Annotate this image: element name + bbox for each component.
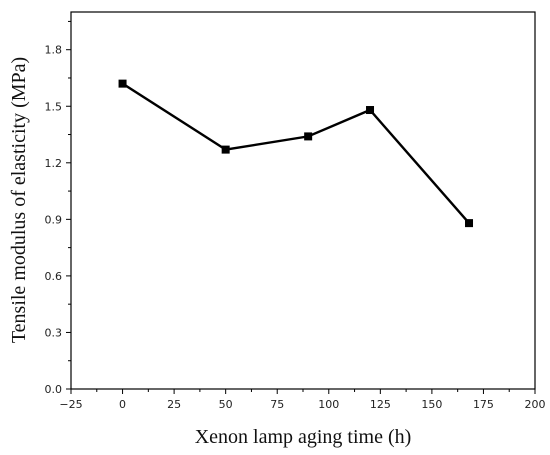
x-tick-label: 200: [525, 398, 546, 411]
y-tick-label: 1.2: [45, 157, 63, 170]
x-tick-label: 125: [370, 398, 391, 411]
series-layer: [118, 79, 474, 228]
y-axis-title: Tensile modulus of elasticity (MPa): [8, 57, 30, 343]
series-line: [121, 82, 470, 224]
y-tick-label: 1.8: [45, 44, 63, 57]
x-tick-label: 0: [119, 398, 126, 411]
y-axis-ticks: 0.0 0.3 0.6 0.9 1.2 1.5 1.8: [45, 20, 71, 396]
x-tick-label: 175: [473, 398, 494, 411]
x-axis-title: Xenon lamp aging time (h): [195, 426, 412, 448]
y-tick-label: 0.9: [45, 213, 63, 226]
data-point-marker: [366, 106, 375, 115]
data-point-marker: [465, 219, 474, 228]
y-tick-label: 0.6: [45, 270, 63, 283]
y-tick-label: 0.3: [45, 326, 63, 339]
x-tick-label: 100: [318, 398, 339, 411]
plot-frame: [70, 11, 536, 390]
y-tick-label: 1.5: [45, 100, 63, 113]
data-point-marker: [221, 145, 230, 154]
data-point-marker: [304, 132, 313, 141]
y-tick-label: 0.0: [45, 383, 63, 396]
data-point-marker: [118, 79, 127, 88]
x-tick-label: 50: [219, 398, 233, 411]
x-tick-label: −25: [59, 398, 82, 411]
x-axis-ticks: −25 0 25 50 75 100 125 150 175 200: [59, 389, 546, 411]
x-tick-label: 75: [270, 398, 284, 411]
x-tick-label: 150: [421, 398, 442, 411]
x-tick-label: 25: [167, 398, 181, 411]
